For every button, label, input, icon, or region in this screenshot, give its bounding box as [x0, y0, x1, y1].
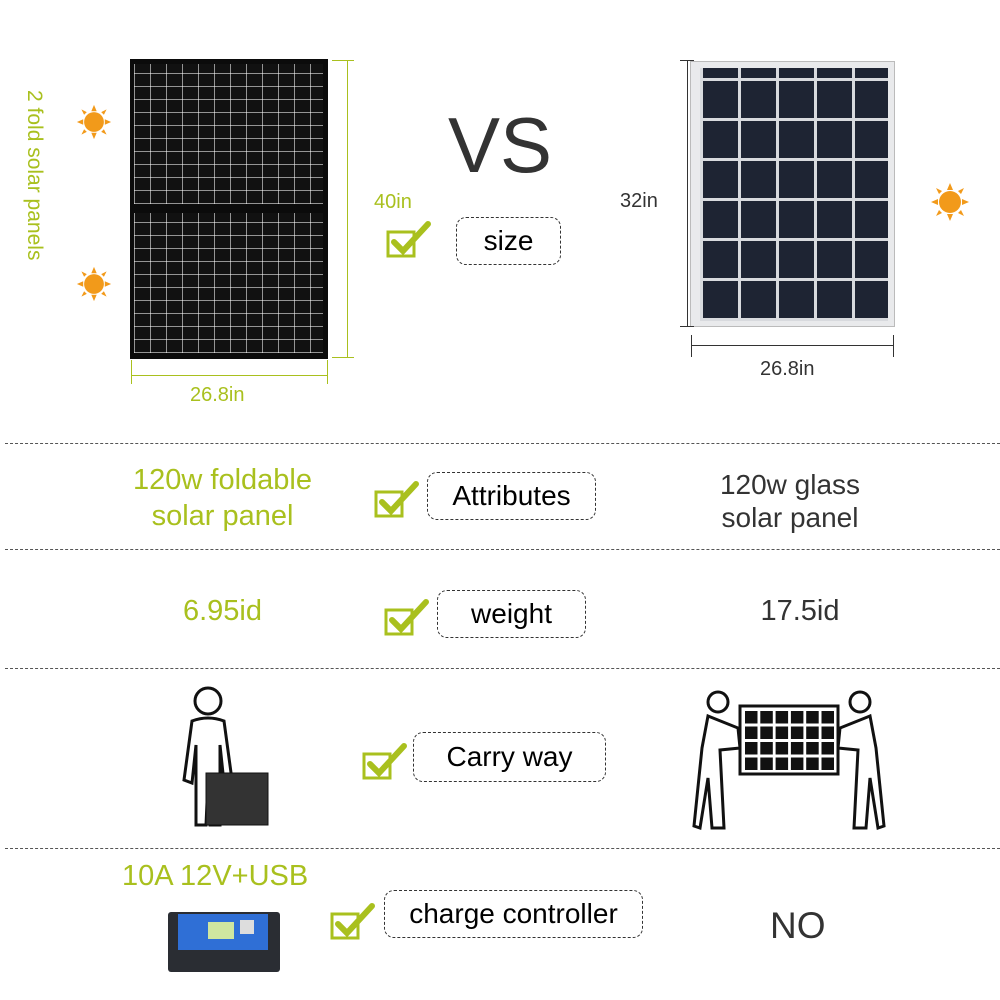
- left-height-label: 40in: [374, 191, 412, 213]
- check-icon: [374, 480, 420, 520]
- glass-solar-panel-image: [690, 61, 895, 327]
- panel-cell: [745, 742, 758, 755]
- carry-way-label: Carry way: [413, 732, 606, 782]
- panel-cell: [745, 757, 758, 770]
- right-weight: 17.5id: [760, 595, 840, 627]
- panel-cell: [775, 742, 789, 755]
- person-carrying-case-icon: [182, 686, 269, 827]
- panel-cell: [775, 757, 789, 770]
- sun-icon: [76, 104, 112, 140]
- left-weight: 6.95id: [182, 595, 262, 627]
- width-dimension-line: [131, 375, 327, 376]
- panel-cell: [821, 726, 834, 739]
- panel-cell: [760, 711, 773, 724]
- height-dimension-line: [347, 60, 348, 358]
- panel-cell: [775, 726, 789, 739]
- panel-cell: [806, 726, 819, 739]
- divider: [5, 668, 1000, 669]
- divider: [5, 443, 1000, 444]
- panel-cell: [745, 711, 758, 724]
- left-attributes: 120w foldable solar panel: [133, 464, 312, 532]
- right-attributes: 120w glass solar panel: [719, 469, 861, 533]
- check-icon: [330, 902, 376, 942]
- check-icon: [384, 598, 430, 638]
- left-controller: 10A 12V+USB: [122, 860, 309, 892]
- panel-cell: [775, 711, 789, 724]
- right-controller: NO: [770, 905, 826, 946]
- side-label: 2 fold solar panels: [23, 90, 46, 261]
- sun-icon: [930, 182, 970, 222]
- weight-label: weight: [437, 590, 586, 638]
- panel-cell: [760, 757, 773, 770]
- two-people-carrying-panel-icon: [692, 690, 886, 830]
- right-width-label: 26.8in: [760, 358, 815, 380]
- panel-cell: [821, 757, 834, 770]
- sun-icon: [76, 266, 112, 302]
- attributes-label: Attributes: [427, 472, 596, 520]
- divider: [5, 549, 1000, 550]
- check-icon: [362, 742, 408, 782]
- panel-cell: [760, 742, 773, 755]
- panel-cell: [745, 726, 758, 739]
- panel-cell: [760, 726, 773, 739]
- panel-cell: [790, 757, 804, 770]
- left-width-label: 26.8in: [190, 384, 245, 406]
- panel-cell: [790, 711, 804, 724]
- check-icon: [386, 220, 432, 260]
- panel-cell: [821, 742, 834, 755]
- panel-cell: [806, 742, 819, 755]
- panel-cell: [790, 742, 804, 755]
- vs-label: VS: [448, 101, 553, 189]
- right-height-label: 32in: [620, 190, 658, 212]
- charge-controller-label: charge controller: [384, 890, 643, 938]
- panel-cell: [821, 711, 834, 724]
- panel-cell: [806, 711, 819, 724]
- charge-controller-image: [168, 912, 280, 972]
- folding-solar-panel-image: [130, 59, 328, 359]
- divider: [5, 848, 1000, 849]
- panel-cell: [790, 726, 804, 739]
- panel-cell: [806, 757, 819, 770]
- size-label: size: [456, 217, 561, 265]
